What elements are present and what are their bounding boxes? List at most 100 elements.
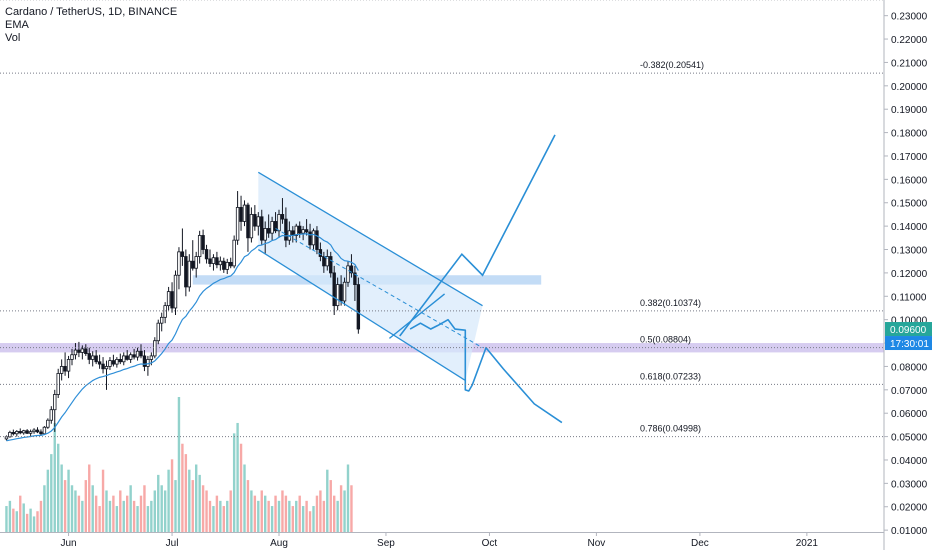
volume-bar bbox=[236, 422, 239, 532]
volume-bar bbox=[319, 490, 322, 532]
candle-body bbox=[135, 350, 140, 358]
candle-body bbox=[180, 251, 185, 257]
candle-body bbox=[349, 265, 354, 274]
volume-bar bbox=[315, 495, 319, 532]
volume-bar bbox=[267, 500, 270, 532]
candle-body bbox=[108, 360, 112, 367]
breakout-line bbox=[388, 293, 446, 339]
volume-bar bbox=[150, 500, 153, 532]
candle-body bbox=[353, 272, 357, 285]
volume-bar bbox=[264, 495, 267, 532]
candle-body bbox=[284, 218, 288, 241]
volume-bar bbox=[170, 459, 174, 532]
legend-symbol[interactable]: Cardano / TetherUS, 1D, BINANCE bbox=[5, 6, 178, 18]
volume-bar bbox=[174, 480, 177, 532]
volume-bar bbox=[270, 506, 274, 532]
x-tick-label: Sep bbox=[377, 538, 395, 549]
candle-body bbox=[311, 230, 316, 246]
candle-body bbox=[232, 239, 236, 267]
volume-bar bbox=[201, 485, 205, 532]
candle-body bbox=[94, 355, 98, 363]
candle-body bbox=[56, 373, 60, 395]
candle-body bbox=[335, 284, 340, 307]
candle-body bbox=[70, 354, 74, 360]
volume-bar bbox=[226, 500, 229, 532]
candle-body bbox=[228, 261, 233, 267]
volume-bar bbox=[305, 500, 308, 532]
candle-body bbox=[142, 355, 147, 367]
candles-layer bbox=[4, 191, 361, 441]
candle-body bbox=[246, 204, 250, 239]
candle-body bbox=[32, 429, 36, 433]
candle-body bbox=[239, 207, 243, 222]
volume-bar bbox=[222, 506, 225, 532]
volume-bar bbox=[115, 506, 119, 532]
volume-bar bbox=[188, 469, 191, 532]
candle-body bbox=[132, 354, 136, 358]
volume-bar bbox=[63, 480, 67, 532]
volume-bar bbox=[229, 490, 232, 532]
candle-body bbox=[84, 348, 88, 354]
volume-bar bbox=[339, 485, 343, 532]
legend-ema[interactable]: EMA bbox=[5, 19, 29, 31]
legend-vol[interactable]: Vol bbox=[5, 32, 21, 44]
candle-body bbox=[208, 258, 212, 264]
y-tick-label: 0.15000 bbox=[891, 199, 928, 210]
volume-bar bbox=[94, 495, 98, 532]
y-tick-label: 0.13000 bbox=[891, 246, 928, 257]
candle-body bbox=[277, 214, 281, 232]
candle-body bbox=[235, 207, 240, 241]
candle-body bbox=[339, 284, 343, 302]
volume-bar bbox=[108, 500, 112, 532]
volume-bar bbox=[122, 500, 125, 532]
candle-body bbox=[49, 409, 53, 421]
volume-bar bbox=[77, 495, 81, 532]
candle-body bbox=[11, 431, 16, 435]
volume-bar bbox=[257, 500, 260, 532]
volume-bar bbox=[70, 485, 74, 532]
candle-body bbox=[177, 251, 181, 276]
chart-legend: Cardano / TetherUS, 1D, BINANCE EMA Vol bbox=[5, 6, 177, 45]
candle-body bbox=[197, 235, 202, 257]
channel-fill bbox=[258, 172, 483, 381]
volume-bar bbox=[22, 503, 25, 532]
price-axis-bg bbox=[885, 0, 932, 550]
candle-body bbox=[146, 359, 150, 367]
volume-bar bbox=[198, 474, 201, 532]
y-tick-label: 0.22000 bbox=[891, 35, 928, 46]
candle-body bbox=[329, 256, 333, 274]
candle-body bbox=[170, 291, 174, 309]
volume-bar bbox=[39, 500, 43, 532]
candle-body bbox=[201, 235, 205, 250]
volume-bar bbox=[12, 508, 15, 532]
ema-layer bbox=[6, 233, 359, 442]
candle-body bbox=[46, 419, 50, 428]
candle-body bbox=[166, 291, 171, 307]
candle-body bbox=[191, 260, 195, 269]
volume-bar bbox=[232, 433, 236, 532]
volume-bar bbox=[215, 495, 219, 532]
zones-layer bbox=[0, 172, 884, 381]
y-tick-label: 0.07000 bbox=[891, 386, 928, 397]
volume-bar bbox=[32, 516, 36, 532]
candle-body bbox=[153, 340, 157, 357]
volume-bar bbox=[291, 506, 294, 532]
candle-body bbox=[222, 260, 226, 270]
candle-body bbox=[149, 355, 154, 360]
candle-body bbox=[342, 281, 347, 302]
y-tick-label: 0.10000 bbox=[891, 316, 928, 327]
volume-bar bbox=[15, 511, 18, 532]
candle-body bbox=[322, 256, 326, 267]
candle-body bbox=[80, 348, 85, 353]
fib-level-label: 0.786(0.04998) bbox=[640, 424, 701, 434]
fib-level-label: -0.382(0.20541) bbox=[640, 60, 704, 70]
candle-body bbox=[297, 225, 302, 234]
volume-bar bbox=[119, 490, 122, 532]
candle-body bbox=[28, 431, 33, 434]
candle-body bbox=[215, 257, 219, 266]
candle-body bbox=[21, 430, 26, 434]
volume-bar bbox=[5, 506, 8, 532]
volume-bar bbox=[308, 511, 312, 532]
